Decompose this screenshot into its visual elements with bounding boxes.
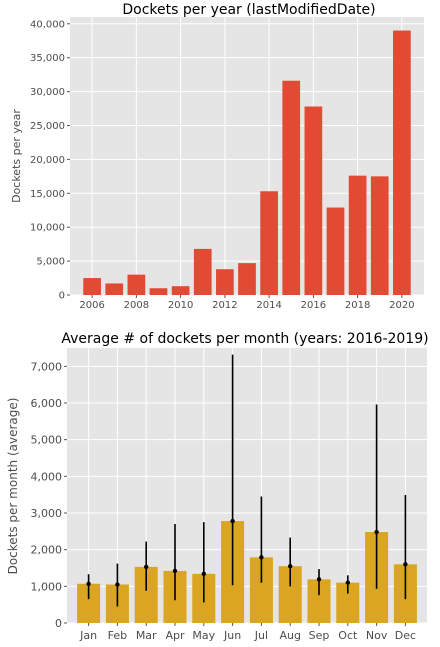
chart1-y-tick-label: 15,000	[30, 189, 65, 200]
chart2-y-tick-label: 6,000	[31, 397, 63, 410]
chart2-x-tick-label: Nov	[366, 629, 388, 642]
chart2-x-tick-label: May	[192, 629, 215, 642]
chart1-bar	[393, 30, 411, 296]
chart1-y-tick-label: 30,000	[30, 87, 65, 98]
chart1-x-tick-label: 2010	[168, 300, 193, 311]
chart1-bar	[149, 288, 168, 295]
chart1-x-tick-label: 2020	[389, 300, 414, 311]
chart1-y-tick-label: 0	[59, 291, 65, 302]
chart1-y-tick-label: 10,000	[30, 223, 65, 234]
chart1-y-tick-label: 25,000	[30, 121, 65, 132]
chart1-bar	[238, 263, 256, 295]
chart2-bar	[307, 579, 331, 623]
chart1-bars	[83, 30, 411, 296]
chart2-mean-point	[230, 518, 235, 524]
chart2-mean-point	[144, 564, 149, 570]
chart2-y-axis: 0 1,000 2,000 3,000 4,000 5,000 6,000 7,000	[31, 360, 67, 630]
chart2-x-tick-label: Dec	[395, 629, 416, 642]
chart1-bar	[348, 175, 367, 295]
chart1-bar	[171, 286, 190, 295]
chart2-mean-point	[86, 581, 91, 586]
chart1-bar	[216, 269, 234, 295]
chart1-y-tick-label: 40,000	[30, 19, 65, 30]
chart2-x-tick-label: Sep	[309, 629, 330, 642]
chart1-x-tick-label: 2016	[301, 300, 326, 311]
chart2-y-label: Dockets per month (average)	[6, 398, 20, 575]
chart2-bar	[134, 566, 158, 623]
chart1-title: Dockets per year (lastModifiedDate)	[122, 2, 375, 18]
chart1-y-label: Dockets per year	[10, 109, 23, 203]
chart2-mean-point	[288, 563, 293, 569]
chart2-y-tick-label: 2,000	[31, 544, 63, 557]
chart2-mean-point	[403, 562, 408, 567]
chart2-bar	[249, 557, 273, 623]
chart1-bar	[105, 283, 124, 295]
chart2-x-axis: Jan Feb Mar Apr May Jun Jul Aug Sep Oct Nov Dec	[79, 623, 416, 642]
chart2-x-tick-label: Mar	[136, 629, 157, 642]
chart2-x-tick-label: Oct	[338, 629, 358, 642]
chart1-x-tick-label: 2008	[124, 300, 149, 311]
chart2-mean-point	[259, 555, 264, 560]
chart1-bar	[304, 106, 323, 295]
chart1-y-axis: 0 5,000 10,000 15,000 20,000 25,000 30,000 35,0…	[30, 19, 70, 302]
chart1-bar	[282, 80, 301, 295]
chart1-x-tick-label: 2014	[256, 300, 281, 311]
chart2-y-tick-label: 3,000	[31, 507, 63, 520]
chart2-error-bars	[86, 354, 408, 607]
chart2-x-tick-label: Jul	[254, 629, 268, 642]
chart1-bar	[83, 278, 101, 295]
chart2-y-tick-label: 5,000	[31, 434, 63, 447]
chart1-bar	[127, 274, 146, 295]
chart2-x-tick-label: Aug	[279, 629, 300, 642]
chart-dockets-per-year: Dockets per year (lastModifiedDate) 2006…	[10, 2, 424, 311]
chart-dockets-per-month: Average # of dockets per month (years: 2…	[6, 331, 429, 642]
chart2-x-tick-label: Jan	[79, 629, 97, 642]
chart1-bar	[326, 207, 345, 295]
chart2-x-tick-label: Feb	[108, 629, 127, 642]
chart2-mean-point	[201, 571, 206, 577]
chart1-y-tick-label: 5,000	[36, 257, 65, 268]
chart2-bar	[278, 566, 302, 623]
chart2-x-tick-label: Apr	[165, 629, 185, 642]
chart2-mean-point	[316, 577, 322, 582]
chart2-bar	[77, 583, 101, 623]
chart2-y-tick-label: 1,000	[31, 580, 63, 593]
chart2-y-tick-label: 0	[55, 617, 62, 630]
chart2-title: Average # of dockets per month (years: 2…	[61, 331, 428, 347]
chart2-y-tick-label: 7,000	[31, 360, 63, 373]
chart2-mean-point	[345, 580, 350, 585]
chart2-mean-point	[115, 582, 120, 587]
chart2-x-tick-label: Jun	[223, 629, 241, 642]
chart1-y-tick-label: 35,000	[30, 53, 65, 64]
chart2-bar	[336, 582, 360, 623]
chart1-x-tick-label: 2006	[79, 300, 104, 311]
chart1-x-tick-label: 2012	[212, 300, 237, 311]
chart1-bar	[193, 248, 212, 295]
chart2-mean-point	[374, 529, 379, 535]
chart2-y-tick-label: 4,000	[31, 470, 63, 483]
chart1-y-tick-label: 20,000	[30, 155, 65, 166]
chart1-bar	[370, 176, 389, 295]
chart1-x-axis: 2006 2008 2010 2012 2014 2016 2018 2020	[79, 295, 415, 311]
chart2-mean-point	[172, 568, 178, 574]
chart1-x-tick-label: 2018	[345, 300, 370, 311]
chart1-bar	[260, 191, 278, 295]
